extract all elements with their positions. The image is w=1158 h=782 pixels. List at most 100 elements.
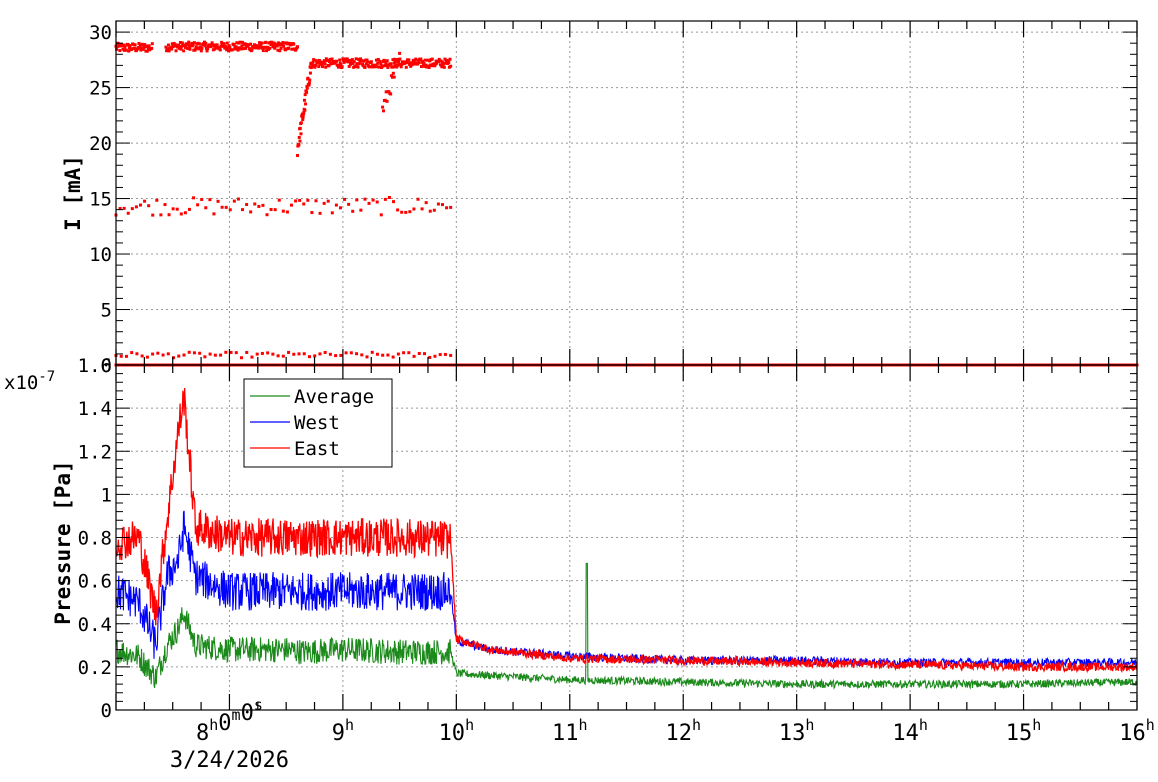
current-point <box>381 109 385 113</box>
current-point <box>304 102 308 106</box>
current-point <box>187 40 191 44</box>
current-point <box>141 47 145 51</box>
current-point <box>238 40 242 44</box>
current-point <box>145 355 149 359</box>
current-point <box>179 47 183 51</box>
current-point <box>363 65 367 69</box>
current-point <box>316 61 320 65</box>
current-point <box>258 41 262 45</box>
current-grid <box>116 21 1138 366</box>
current-point <box>290 47 294 51</box>
current-point <box>327 64 331 68</box>
current-point <box>169 45 173 49</box>
current-y-ticks: 0 5 10 15 20 25 30 <box>89 20 1137 377</box>
current-point <box>307 355 311 359</box>
current-point <box>309 66 313 70</box>
current-point <box>240 40 244 44</box>
current-point <box>312 58 316 62</box>
current-point <box>303 93 307 97</box>
current-point <box>376 57 380 61</box>
current-point <box>212 212 216 216</box>
current-point <box>261 203 265 207</box>
current-point <box>407 351 411 355</box>
current-point <box>167 213 171 217</box>
current-point <box>147 204 151 208</box>
current-point <box>218 46 222 50</box>
current-point <box>370 65 374 69</box>
current-point <box>389 92 393 96</box>
current-point <box>323 350 327 354</box>
current-point <box>166 352 170 356</box>
current-point <box>360 353 364 357</box>
current-point <box>138 46 142 50</box>
current-point <box>281 354 285 358</box>
current-point <box>263 45 267 49</box>
current-point <box>416 197 420 201</box>
current-point <box>166 43 170 47</box>
current-point <box>324 57 328 61</box>
current-point <box>280 42 284 46</box>
current-point <box>303 108 307 112</box>
current-point <box>413 62 417 66</box>
current-point <box>218 48 222 52</box>
current-point <box>282 41 286 45</box>
current-point <box>138 43 142 47</box>
current-point <box>126 43 130 47</box>
current-point <box>245 203 249 207</box>
current-point <box>381 105 385 109</box>
current-point <box>179 212 183 216</box>
current-point <box>229 350 233 354</box>
current-point <box>222 42 226 46</box>
current-point <box>159 213 163 217</box>
x-tick-label: 15h <box>1006 716 1042 746</box>
current-point <box>357 57 361 61</box>
current-point <box>190 41 194 45</box>
current-point <box>155 198 159 202</box>
current-point <box>347 202 351 206</box>
current-point <box>266 351 270 355</box>
current-point <box>352 60 356 64</box>
current-point <box>384 90 388 94</box>
current-point <box>301 112 305 116</box>
current-point <box>138 203 142 207</box>
current-point <box>264 40 268 44</box>
current-point <box>365 355 369 359</box>
current-point <box>147 44 151 48</box>
current-point <box>334 203 338 207</box>
current-point <box>311 60 315 64</box>
current-point <box>178 40 182 44</box>
current-point <box>409 64 413 68</box>
current-point <box>302 98 306 102</box>
multiplier-base: x10 <box>4 372 38 394</box>
legend-label-west: West <box>294 412 340 434</box>
multiplier-exponent: -7 <box>38 369 55 385</box>
current-point <box>204 206 208 210</box>
current-point <box>117 44 121 48</box>
current-point <box>294 199 298 203</box>
current-point <box>355 62 359 66</box>
pressure-y-tick-label: 0 <box>101 700 112 722</box>
current-point <box>374 63 378 67</box>
current-point <box>260 41 264 45</box>
current-point <box>394 63 398 67</box>
current-point <box>419 57 423 61</box>
current-point <box>177 354 181 358</box>
current-point <box>385 99 389 103</box>
current-point <box>215 43 219 47</box>
current-point <box>213 43 217 47</box>
current-point <box>213 47 217 51</box>
current-point <box>370 350 374 354</box>
current-point <box>438 353 442 357</box>
x-tick-label-unit: h <box>465 716 474 734</box>
current-point <box>433 64 437 68</box>
current-point <box>423 58 427 62</box>
current-point <box>171 207 175 211</box>
current-point <box>250 48 254 52</box>
x-tick-label-unit: h <box>692 716 701 734</box>
pressure-series-east <box>115 387 1138 674</box>
current-point <box>210 41 214 45</box>
current-point <box>285 42 289 46</box>
current-point <box>357 62 361 66</box>
current-point <box>442 65 446 69</box>
